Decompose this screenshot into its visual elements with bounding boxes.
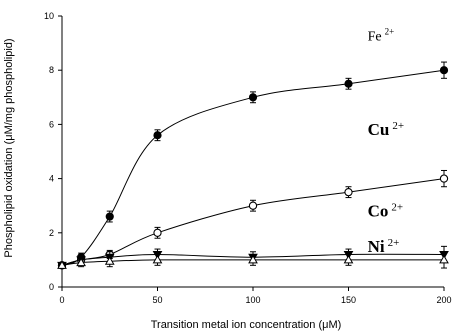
x-axis-title: Transition metal ion concentration (μM) [151, 319, 342, 331]
x-tick-label: 0 [59, 295, 64, 305]
x-tick-label: 150 [341, 295, 356, 305]
data-point-fe [344, 79, 353, 88]
data-point-ni [76, 257, 86, 267]
data-point-cu [153, 228, 162, 237]
data-point-cu [439, 174, 449, 183]
series-ni [57, 251, 449, 269]
data-point-fe [439, 66, 449, 75]
y-tick-label: 8 [49, 65, 54, 75]
data-point-ni [104, 256, 115, 265]
y-tick-label: 4 [49, 174, 54, 184]
data-point-ni [57, 260, 67, 269]
data-point-cu [248, 201, 258, 210]
x-tick-label: 50 [152, 295, 162, 305]
data-point-fe [248, 93, 258, 102]
data-point-ni [439, 254, 449, 264]
data-point-fe [105, 212, 114, 221]
series-label-cu: Cu 2+ [368, 120, 404, 139]
axis-ticks: 0 50 100 150 200 0 2 4 6 8 10 [44, 11, 452, 305]
y-tick-label: 10 [44, 11, 54, 21]
y-tick-label: 2 [49, 228, 54, 238]
series-label-ni: Ni 2+ [368, 237, 400, 256]
x-tick-label: 200 [436, 295, 451, 305]
data-point-ni [343, 254, 354, 264]
data-series [57, 61, 449, 271]
data-point-cu [344, 187, 353, 197]
x-tick-label: 100 [245, 295, 260, 305]
data-point-ni [152, 254, 163, 264]
series-labels: Fe 2+ Cu 2+ Co 2+ Ni 2+ [368, 26, 404, 255]
y-axis-title: Phospholipid oxidation (μM/mg phospholip… [3, 38, 15, 257]
y-tick-label: 0 [49, 282, 54, 292]
y-tick-label: 6 [49, 119, 54, 129]
data-point-fe [153, 131, 162, 140]
series-label-co: Co 2+ [368, 202, 404, 221]
data-point-ni [248, 254, 258, 264]
series-label-fe: Fe 2+ [368, 26, 395, 44]
